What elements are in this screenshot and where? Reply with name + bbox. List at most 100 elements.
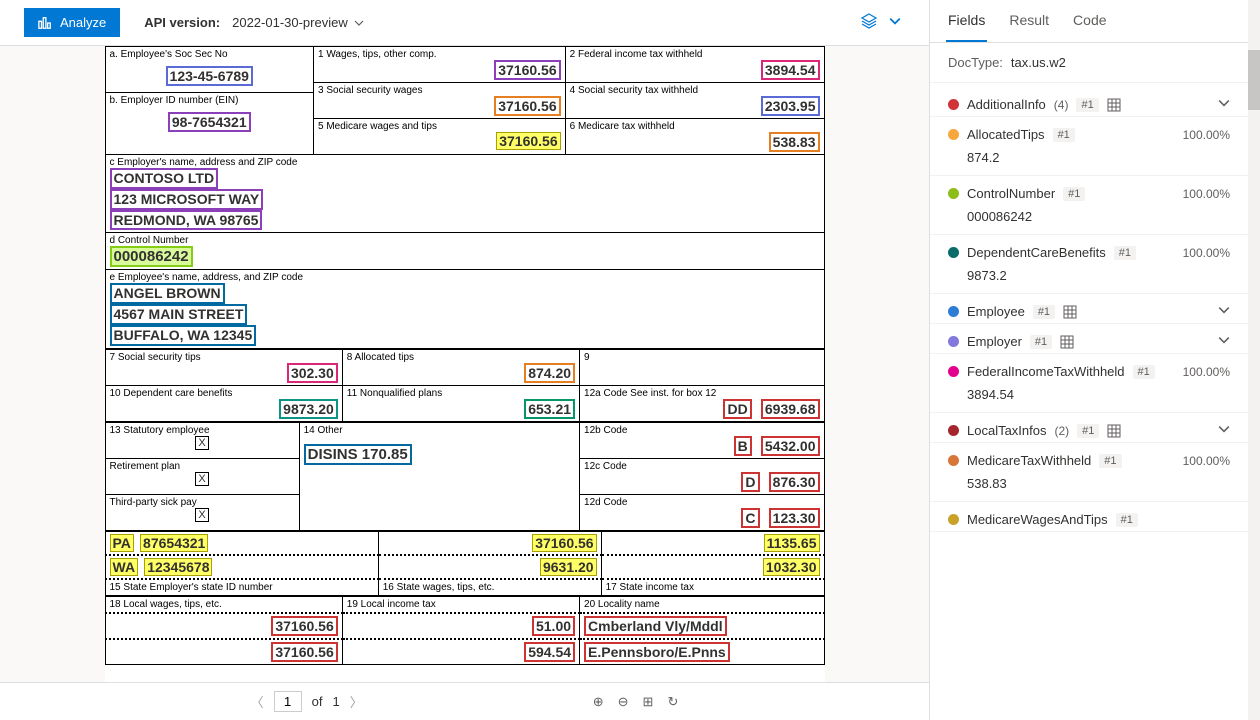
box-a-label: a. Employee's Soc Sec No [110, 49, 310, 60]
zoom-out-icon[interactable]: ⊖ [618, 694, 629, 710]
page-input[interactable] [274, 691, 302, 712]
box2-value: 3894.54 [761, 60, 820, 80]
local1-wages: 37160.56 [271, 616, 337, 636]
field-badge: #1 [1099, 454, 1121, 468]
api-version-value: 2022-01-30-preview [232, 15, 348, 30]
document-viewer[interactable]: a. Employee's Soc Sec No 123-45-6789 b. … [0, 46, 929, 682]
state1-wages: 37160.56 [532, 534, 596, 552]
sidebar-tabs: Fields Result Code [930, 0, 1248, 43]
field-item[interactable]: Employer#1 [930, 324, 1248, 354]
state1-tax: 1135.65 [764, 534, 820, 552]
field-name: LocalTaxInfos [967, 423, 1047, 438]
scrollbar[interactable] [1248, 0, 1260, 720]
field-badge: #1 [1033, 305, 1055, 319]
box14-value: DISINS 170.85 [304, 444, 412, 465]
box1-value: 37160.56 [494, 60, 560, 80]
api-version-dropdown[interactable]: 2022-01-30-preview [232, 15, 364, 30]
local2-tax: 594.54 [524, 642, 575, 662]
analyze-icon [38, 16, 52, 30]
chevron-down-icon[interactable] [1218, 334, 1230, 349]
layers-icon[interactable] [861, 13, 877, 32]
box14-label: 14 Other [304, 425, 575, 436]
local1-name: Cmberland Vly/Mddl [584, 616, 727, 636]
field-item[interactable]: ControlNumber#1100.00%000086242 [930, 176, 1248, 235]
box19-label: 19 Local income tax [347, 599, 575, 610]
employer-name: CONTOSO LTD [110, 168, 219, 189]
w2-document: a. Employee's Soc Sec No 123-45-6789 b. … [105, 46, 825, 682]
color-dot [948, 247, 959, 258]
analyze-label: Analyze [60, 15, 106, 30]
box2-label: 2 Federal income tax withheld [570, 49, 820, 60]
employee-city: BUFFALO, WA 12345 [110, 325, 257, 346]
confidence: 100.00% [1183, 365, 1230, 379]
chevron-down-icon [354, 18, 364, 28]
chevron-down-icon[interactable] [1218, 97, 1230, 112]
zoom-in-icon[interactable]: ⊕ [593, 694, 604, 710]
box5-label: 5 Medicare wages and tips [318, 121, 561, 132]
field-count: (2) [1055, 424, 1070, 438]
field-item[interactable]: DependentCareBenefits#1100.00%9873.2 [930, 235, 1248, 294]
confidence: 100.00% [1183, 246, 1230, 260]
field-name: AllocatedTips [967, 127, 1045, 142]
field-item[interactable]: Employee#1 [930, 294, 1248, 324]
box12c-label: 12c Code [584, 461, 819, 472]
field-item[interactable]: LocalTaxInfos (2) #1 [930, 413, 1248, 443]
box1-label: 1 Wages, tips, other comp. [318, 49, 561, 60]
field-name: MedicareTaxWithheld [967, 453, 1091, 468]
table-icon [1063, 305, 1077, 319]
field-item[interactable]: MedicareTaxWithheld#1100.00%538.83 [930, 443, 1248, 502]
color-dot [948, 514, 959, 525]
box10-value: 9873.20 [279, 399, 338, 419]
box13-sick: Third-party sick pay [110, 497, 295, 508]
box12a-value: 6939.68 [761, 399, 820, 419]
chevron-down-icon[interactable] [1218, 304, 1230, 319]
box12a-label: 12a Code See inst. for box 12 [584, 388, 819, 399]
field-item[interactable]: AdditionalInfo(4)#1 [930, 87, 1248, 117]
field-badge: #1 [1053, 128, 1075, 142]
box7-label: 7 Social security tips [110, 352, 338, 363]
box12b-value: 5432.00 [761, 436, 820, 456]
analyze-button[interactable]: Analyze [24, 8, 120, 37]
field-badge: #1 [1030, 335, 1052, 349]
box10-label: 10 Dependent care benefits [110, 388, 338, 399]
box16-label: 16 State wages, tips, etc. [383, 582, 597, 593]
field-count: (4) [1054, 98, 1069, 112]
box8-label: 8 Allocated tips [347, 352, 575, 363]
main-panel: Analyze API version: 2022-01-30-preview [0, 0, 930, 720]
color-dot [948, 99, 959, 110]
employer-street: 123 MICROSOFT WAY [110, 189, 264, 210]
field-badge: #1 [1063, 187, 1085, 201]
tab-fields[interactable]: Fields [946, 0, 987, 42]
rotate-icon[interactable]: ↻ [667, 694, 678, 710]
local1-tax: 51.00 [532, 616, 575, 636]
box-d-label: d Control Number [110, 235, 820, 246]
toolbar-chevron[interactable] [889, 15, 901, 30]
fields-list[interactable]: AdditionalInfo(4)#1 AllocatedTips #1 100.00… [930, 83, 1248, 720]
box9-label: 9 [584, 352, 819, 363]
tab-code[interactable]: Code [1071, 0, 1108, 42]
ein-value: 98-7654321 [168, 112, 251, 132]
chevron-down-icon[interactable] [1218, 423, 1230, 438]
prev-page-button[interactable]: 〈 [251, 692, 264, 711]
table-icon [1060, 335, 1074, 349]
next-page-button[interactable]: 〉 [350, 692, 363, 711]
employee-street: 4567 MAIN STREET [110, 304, 248, 325]
employer-city: REDMOND, WA 98765 [110, 210, 263, 231]
field-item[interactable]: MedicareWagesAndTips#1 [930, 502, 1248, 532]
fit-icon[interactable]: ⊞ [643, 694, 654, 710]
field-name: ControlNumber [967, 186, 1055, 201]
box4-label: 4 Social security tax withheld [570, 85, 820, 96]
field-badge: #1 [1077, 424, 1099, 438]
box12c-code: D [741, 472, 759, 492]
field-item[interactable]: FederalIncomeTaxWithheld#1100.00%3894.54 [930, 354, 1248, 413]
field-item[interactable]: AllocatedTips#1100.00%874.2 [930, 117, 1248, 176]
state2-wages: 9631.20 [540, 558, 597, 576]
tab-result[interactable]: Result [1007, 0, 1051, 42]
box-c-label: c Employer's name, address and ZIP code [110, 157, 820, 168]
field-value: 3894.54 [948, 379, 1230, 408]
control-number: 000086242 [110, 246, 193, 267]
color-dot [948, 129, 959, 140]
box13-ret: Retirement plan [110, 461, 295, 472]
color-dot [948, 425, 959, 436]
box7-value: 302.30 [287, 363, 338, 383]
